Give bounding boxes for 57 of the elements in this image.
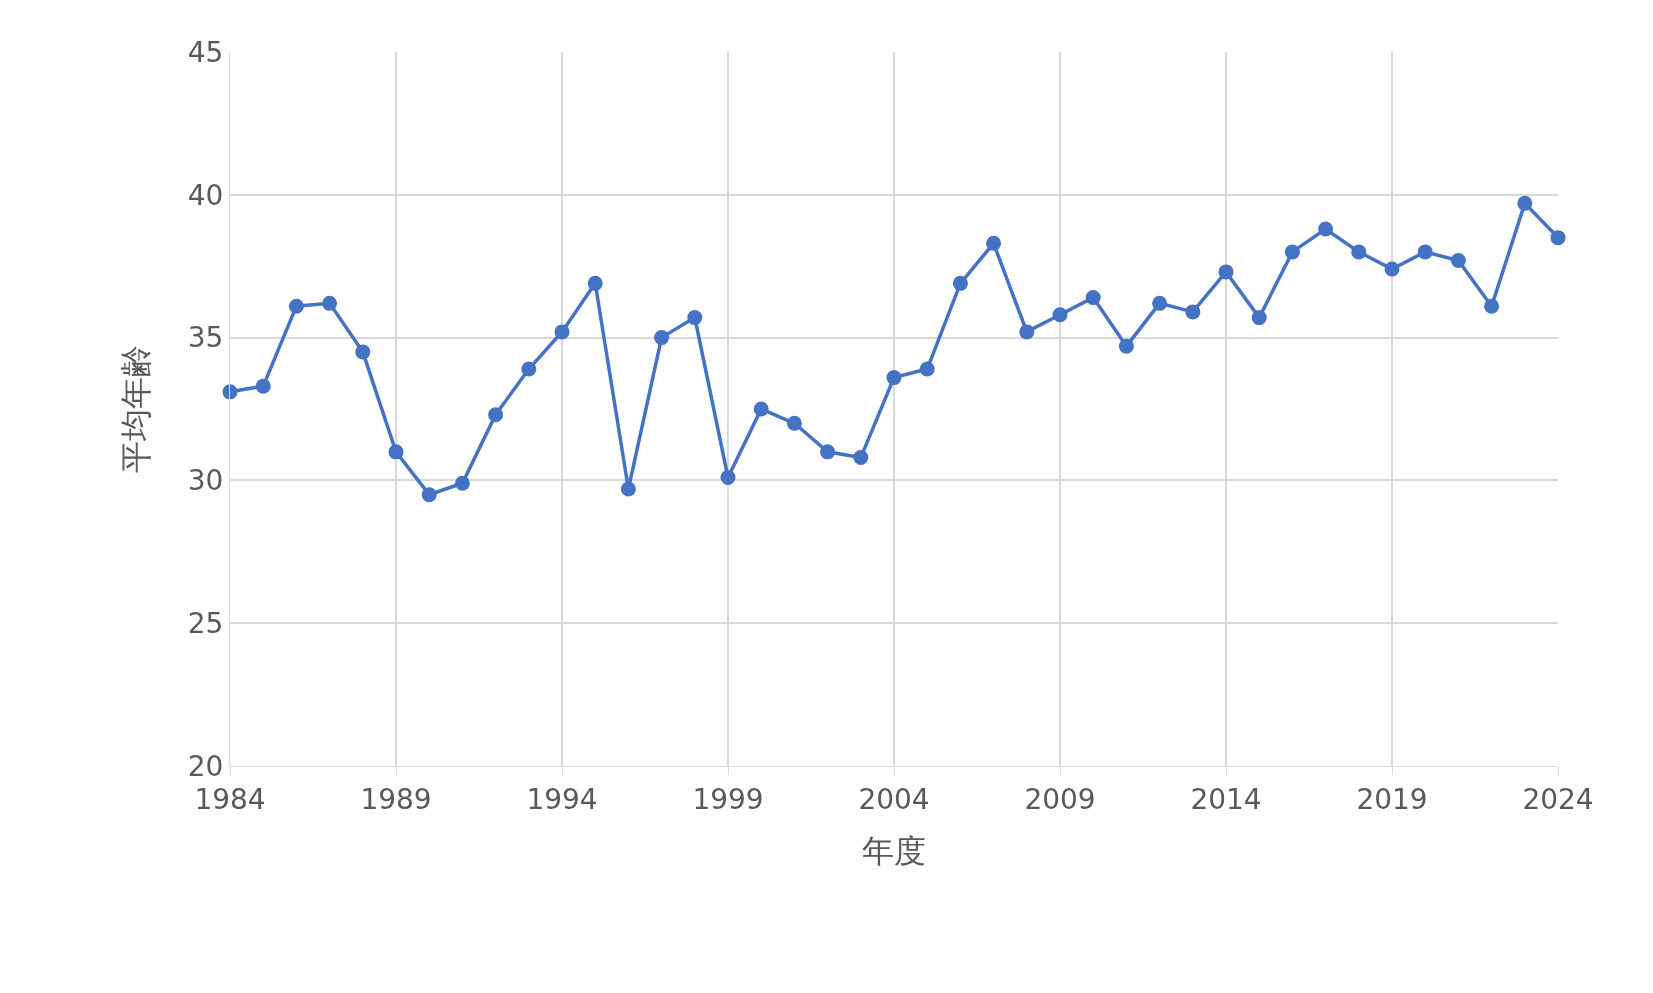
point (1550, 230, 1566, 246)
x-tick-label: 2024 (1522, 782, 1594, 816)
point (952, 275, 968, 291)
y-tick-label: 40 (187, 178, 224, 212)
point (1019, 324, 1035, 340)
x-tick-label: 1984 (194, 782, 266, 816)
point (1152, 295, 1168, 311)
point (853, 450, 869, 466)
point (587, 275, 603, 291)
point (1118, 338, 1134, 354)
point (1185, 304, 1201, 320)
point (1450, 252, 1466, 268)
point (1517, 195, 1533, 211)
y-tick-label: 35 (187, 321, 224, 355)
y-tick-label: 30 (187, 464, 224, 498)
point (820, 444, 836, 460)
point (322, 295, 338, 311)
point (786, 415, 802, 431)
point (1251, 310, 1267, 326)
point (919, 361, 935, 377)
point (421, 487, 437, 503)
point (986, 235, 1002, 251)
x-tick-label: 1989 (360, 782, 432, 816)
point (1484, 298, 1500, 314)
point (355, 344, 371, 360)
point (554, 324, 570, 340)
point (388, 444, 404, 460)
point (1085, 290, 1101, 306)
y-tick-label: 45 (187, 35, 224, 69)
y-tick-label: 20 (187, 749, 224, 783)
x-tick-label: 1999 (692, 782, 764, 816)
x-tick-label: 1994 (526, 782, 598, 816)
y-tick-label: 25 (187, 607, 224, 640)
point (288, 298, 304, 314)
point (454, 475, 470, 491)
point (687, 310, 703, 326)
point (488, 407, 504, 423)
x-tick-label: 2014 (1190, 782, 1262, 816)
point (1384, 261, 1400, 277)
point (1218, 264, 1234, 280)
point (753, 401, 769, 417)
point (1052, 307, 1068, 323)
y-axis-title: 平均年齢 (117, 345, 156, 473)
x-tick-label: 2019 (1356, 782, 1428, 816)
point (255, 378, 271, 394)
x-tick-label: 2004 (858, 782, 930, 816)
point (521, 361, 537, 377)
point (720, 470, 736, 486)
x-axis-title: 年度 (862, 832, 926, 871)
point (886, 370, 902, 386)
point (1284, 244, 1300, 260)
point (654, 330, 670, 346)
point (1318, 221, 1334, 237)
x-tick-label: 2009 (1024, 782, 1096, 816)
point (1417, 244, 1433, 260)
point (1351, 244, 1367, 260)
point (620, 481, 636, 497)
